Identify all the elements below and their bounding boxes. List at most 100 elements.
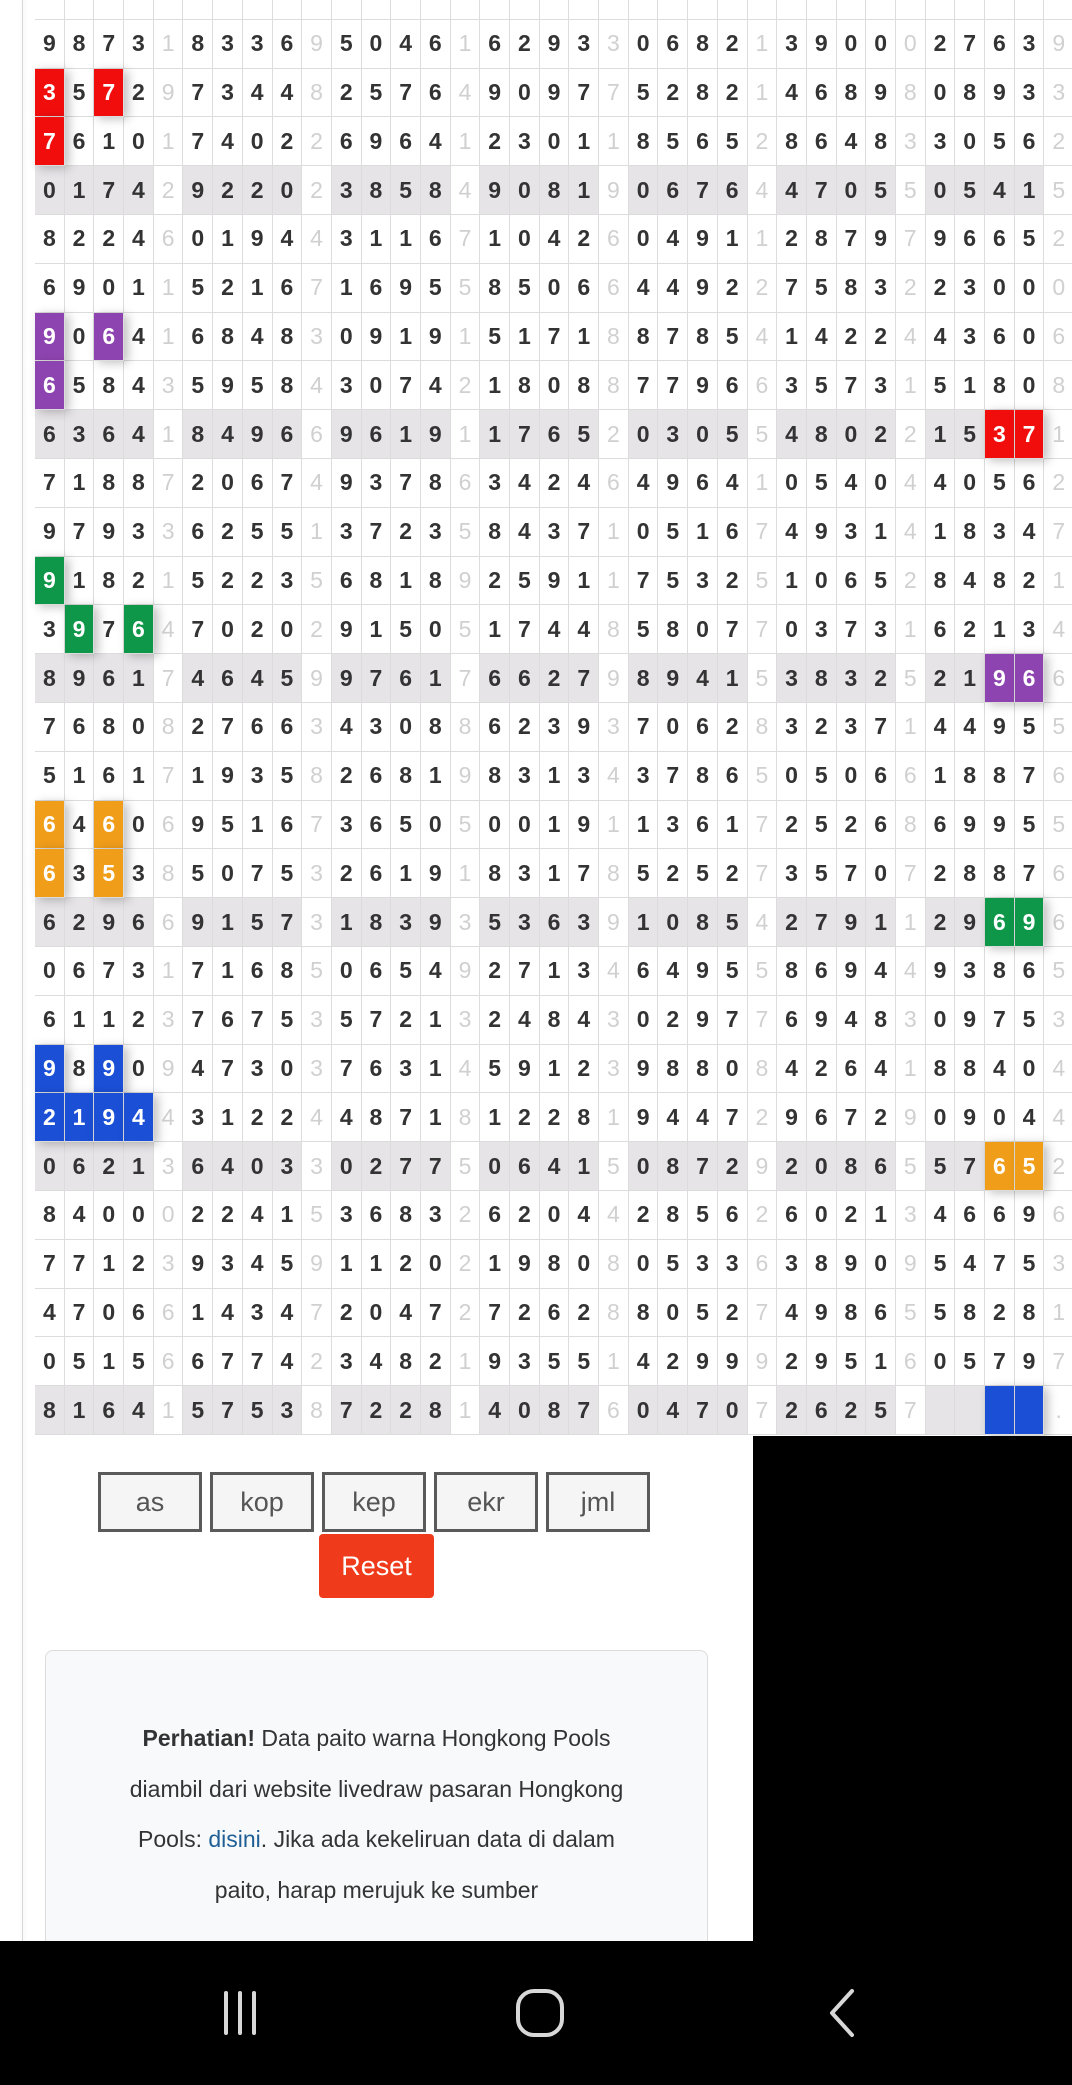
source-link[interactable]: disini bbox=[208, 1826, 261, 1852]
digit-cell: 6 bbox=[183, 312, 214, 362]
digit-cell: 8 bbox=[420, 458, 451, 508]
digit-cell: 4 bbox=[213, 1142, 243, 1191]
separator-cell: 2 bbox=[747, 1190, 778, 1240]
digit-cell: 4 bbox=[420, 946, 451, 996]
digit-cell: 3 bbox=[925, 117, 956, 167]
digit-cell: 3 bbox=[866, 605, 896, 655]
digit-cell: 7 bbox=[391, 361, 421, 411]
digit-cell: 5 bbox=[272, 654, 303, 703]
separator-cell: 1 bbox=[599, 1093, 629, 1143]
separator-cell: 9 bbox=[450, 751, 481, 801]
digit-cell: 6 bbox=[806, 1386, 837, 1435]
digit-cell: 7 bbox=[64, 1239, 95, 1289]
digit-cell: 8 bbox=[569, 361, 600, 411]
digit-cell: 5 bbox=[242, 361, 273, 411]
digit-cell: 7 bbox=[183, 605, 214, 655]
jml-button[interactable]: jml bbox=[546, 1472, 650, 1532]
digit-cell: 9 bbox=[391, 263, 421, 313]
digit-cell: 1 bbox=[569, 117, 600, 167]
separator-cell: 8 bbox=[747, 1044, 778, 1094]
digit-cell: 4 bbox=[64, 800, 95, 850]
digit-cell: 2 bbox=[183, 702, 214, 752]
digit-cell: 4 bbox=[213, 117, 243, 167]
digit-cell: 2 bbox=[213, 1190, 243, 1240]
digit-cell: 5 bbox=[391, 605, 421, 655]
digit-cell: 0 bbox=[480, 1142, 510, 1191]
digit-cell: 8 bbox=[391, 751, 421, 801]
digit-cell: 6 bbox=[658, 19, 689, 69]
digit-cell: 7 bbox=[183, 995, 214, 1045]
separator-cell: 7 bbox=[153, 458, 184, 508]
separator-cell: 5 bbox=[1044, 166, 1072, 215]
digit-cell: 3 bbox=[331, 361, 362, 411]
separator-cell: 8 bbox=[1044, 361, 1072, 411]
digit-cell: 6 bbox=[183, 1337, 214, 1387]
separator-cell: 8 bbox=[599, 1288, 629, 1338]
reset-button[interactable]: Reset bbox=[319, 1534, 434, 1598]
digit-cell: 2 bbox=[331, 751, 362, 801]
separator-cell: 7 bbox=[153, 751, 184, 801]
digit-cell: 3 bbox=[985, 507, 1015, 557]
recent-apps-icon[interactable] bbox=[214, 1987, 266, 2039]
digit-cell: 9 bbox=[806, 507, 837, 557]
digit-cell: 6 bbox=[272, 702, 303, 752]
ekr-button[interactable]: ekr bbox=[434, 1472, 538, 1532]
digit-cell: 9 bbox=[64, 654, 95, 703]
separator-cell: 1 bbox=[153, 556, 184, 606]
digit-cell: 2 bbox=[213, 556, 243, 606]
as-button[interactable]: as bbox=[98, 1472, 202, 1532]
separator-cell: 4 bbox=[895, 507, 926, 557]
digit-cell: 0 bbox=[777, 751, 807, 801]
back-icon[interactable] bbox=[816, 1987, 868, 2039]
digit-cell: 8 bbox=[94, 556, 125, 606]
digit-cell: 9 bbox=[242, 410, 273, 459]
digit-cell: 1 bbox=[331, 263, 362, 313]
digit-cell: 0 bbox=[1014, 1044, 1045, 1094]
digit-cell: 1 bbox=[183, 1288, 214, 1338]
digit-cell: 2 bbox=[124, 556, 154, 606]
digit-cell: 4 bbox=[777, 166, 807, 215]
digit-cell: 2 bbox=[569, 1044, 600, 1094]
digit-cell: 9 bbox=[35, 19, 65, 69]
home-icon[interactable] bbox=[514, 1987, 566, 2039]
digit-cell: 2 bbox=[836, 1386, 867, 1435]
separator-cell: 9 bbox=[153, 1044, 184, 1094]
digit-cell: 6 bbox=[539, 898, 570, 947]
digit-cell: 2 bbox=[242, 556, 273, 606]
digit-cell: 0 bbox=[628, 410, 659, 459]
separator-cell: 1 bbox=[747, 19, 778, 69]
separator-cell: 1 bbox=[895, 361, 926, 411]
separator-cell: 3 bbox=[153, 361, 184, 411]
digit-cell: 6 bbox=[688, 458, 718, 508]
digit-cell: 6 bbox=[836, 1044, 867, 1094]
separator-cell: 5 bbox=[895, 1288, 926, 1338]
separator-cell: 5 bbox=[450, 507, 481, 557]
digit-cell: 1 bbox=[124, 1142, 154, 1191]
separator-cell: 7 bbox=[153, 654, 184, 703]
kep-button[interactable]: kep bbox=[322, 1472, 426, 1532]
digit-cell: 9 bbox=[213, 751, 243, 801]
digit-cell: 1 bbox=[420, 1093, 451, 1143]
digit-cell: 5 bbox=[806, 849, 837, 899]
separator-cell: 5 bbox=[895, 654, 926, 703]
digit-cell: 4 bbox=[331, 1093, 362, 1143]
kop-button[interactable]: kop bbox=[210, 1472, 314, 1532]
digit-cell: 0 bbox=[510, 166, 540, 215]
digit-cell: 0 bbox=[420, 605, 451, 655]
digit-cell: 7 bbox=[836, 361, 867, 411]
digit-cell: 2 bbox=[1014, 556, 1045, 606]
grid-row-partial bbox=[35, 0, 1072, 20]
digit-cell: 3 bbox=[806, 605, 837, 655]
digit-cell: 6 bbox=[331, 556, 362, 606]
separator-cell: 1 bbox=[895, 702, 926, 752]
separator-cell: 7 bbox=[895, 1386, 926, 1435]
digit-cell: 5 bbox=[213, 800, 243, 850]
digit-cell: 7 bbox=[35, 702, 65, 752]
digit-cell: 3 bbox=[569, 898, 600, 947]
digit-cell: 2 bbox=[717, 68, 748, 118]
digit-cell: 9 bbox=[955, 995, 985, 1045]
